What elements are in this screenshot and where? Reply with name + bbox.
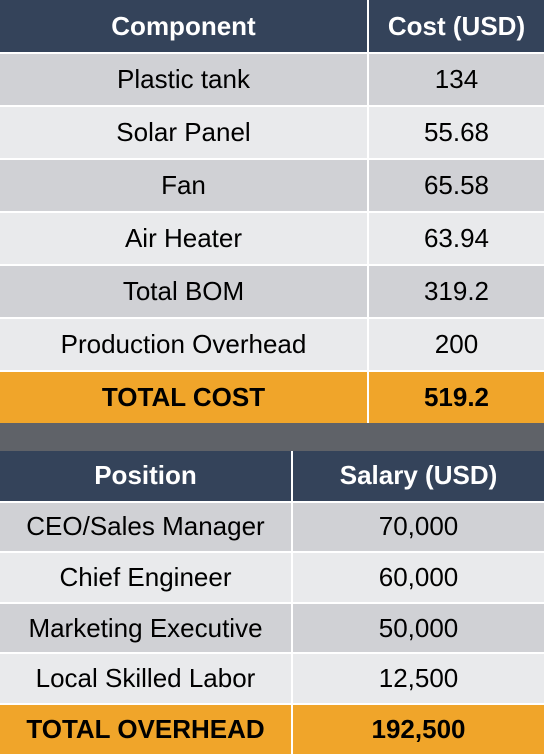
position-cell: Marketing Executive bbox=[0, 602, 293, 655]
table-header-row: Position Salary (USD) bbox=[0, 451, 544, 503]
cost-cell: 134 bbox=[368, 53, 544, 107]
total-overhead-value: 192,500 bbox=[292, 703, 544, 756]
salary-cell: 12,500 bbox=[292, 653, 544, 705]
column-header-component: Component bbox=[0, 0, 369, 54]
component-cell: Plastic tank bbox=[0, 53, 369, 107]
cost-cell: 200 bbox=[368, 318, 544, 372]
salary-cell: 50,000 bbox=[292, 602, 544, 655]
component-cell: Total BOM bbox=[0, 265, 369, 319]
total-cost-label: TOTAL COST bbox=[0, 371, 369, 425]
component-cost-table: Component Cost (USD) Plastic tank 134 So… bbox=[0, 0, 544, 425]
position-cell: Local Skilled Labor bbox=[0, 653, 293, 705]
column-header-cost: Cost (USD) bbox=[368, 0, 544, 54]
cost-cell: 319.2 bbox=[368, 265, 544, 319]
salary-cell: 70,000 bbox=[292, 501, 544, 554]
table-row: Air Heater 63.94 bbox=[0, 212, 544, 266]
position-cell: Chief Engineer bbox=[0, 552, 293, 604]
table-row: Solar Panel 55.68 bbox=[0, 106, 544, 160]
table-row: Total BOM 319.2 bbox=[0, 265, 544, 319]
column-header-position: Position bbox=[0, 451, 293, 503]
component-cell: Solar Panel bbox=[0, 106, 369, 160]
table-row: Local Skilled Labor 12,500 bbox=[0, 653, 544, 705]
table-header-row: Component Cost (USD) bbox=[0, 0, 544, 54]
table-row: Plastic tank 134 bbox=[0, 53, 544, 107]
component-cell: Air Heater bbox=[0, 212, 369, 266]
position-cell: CEO/Sales Manager bbox=[0, 501, 293, 554]
component-cell: Production Overhead bbox=[0, 318, 369, 372]
table-row: Fan 65.58 bbox=[0, 159, 544, 213]
table-row: Marketing Executive 50,000 bbox=[0, 602, 544, 655]
cost-cell: 63.94 bbox=[368, 212, 544, 266]
component-cell: Fan bbox=[0, 159, 369, 213]
salary-overhead-table: Position Salary (USD) CEO/Sales Manager … bbox=[0, 451, 544, 756]
table-row: Production Overhead 200 bbox=[0, 318, 544, 372]
total-overhead-row: TOTAL OVERHEAD 192,500 bbox=[0, 703, 544, 756]
total-overhead-label: TOTAL OVERHEAD bbox=[0, 703, 293, 756]
table-row: Chief Engineer 60,000 bbox=[0, 552, 544, 604]
separator-band bbox=[0, 423, 544, 451]
cost-cell: 65.58 bbox=[368, 159, 544, 213]
salary-cell: 60,000 bbox=[292, 552, 544, 604]
total-cost-value: 519.2 bbox=[368, 371, 544, 425]
column-header-salary: Salary (USD) bbox=[292, 451, 544, 503]
total-cost-row: TOTAL COST 519.2 bbox=[0, 371, 544, 425]
table-row: CEO/Sales Manager 70,000 bbox=[0, 501, 544, 554]
cost-cell: 55.68 bbox=[368, 106, 544, 160]
